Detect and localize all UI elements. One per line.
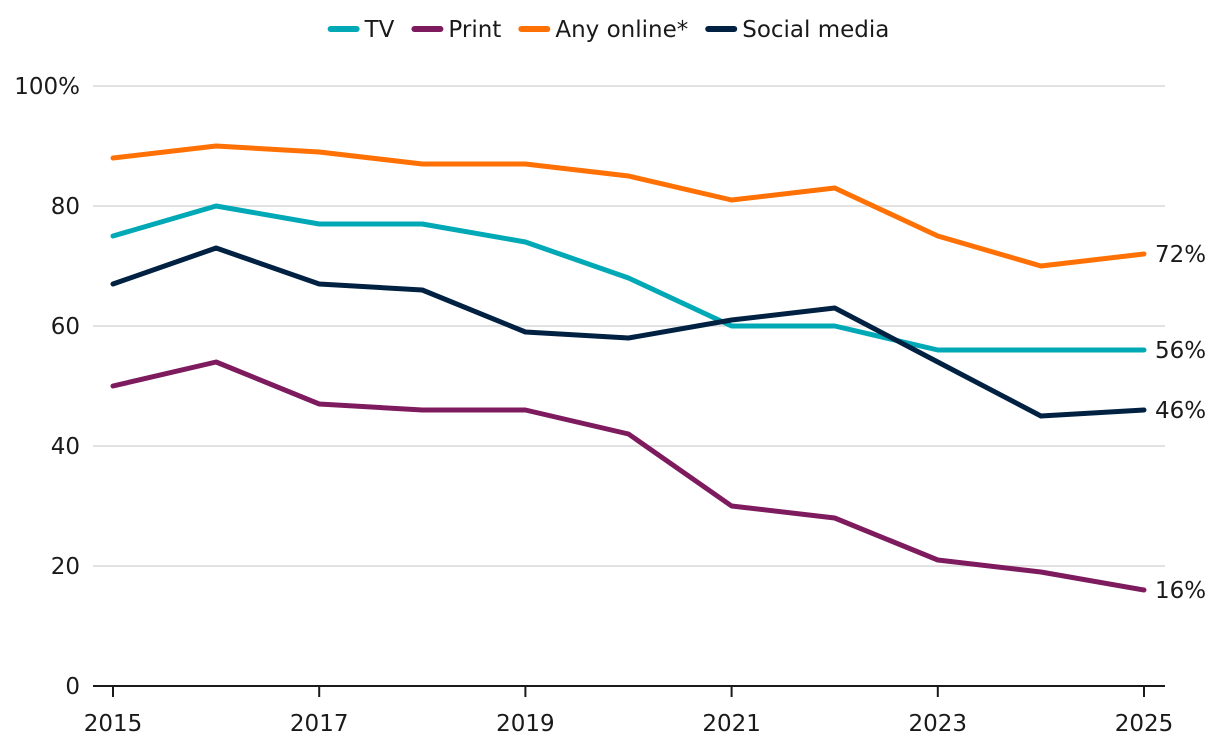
end-labels: 56% 16% 72% 46% (1155, 242, 1206, 604)
x-tick-label: 2015 (84, 711, 143, 737)
x-tick-label: 2025 (1115, 711, 1174, 737)
y-tick-label: 40 (51, 434, 80, 460)
legend-item: Any online* (518, 17, 688, 43)
end-label: 46% (1155, 398, 1206, 424)
y-tick-label: 80 (51, 194, 80, 220)
legend-label: Social media (742, 17, 889, 43)
end-label: 56% (1155, 338, 1206, 364)
y-axis: 0 20 40 60 80 100% (14, 74, 80, 700)
y-tick-label: 0 (65, 674, 80, 700)
x-tick-label: 2021 (702, 711, 761, 737)
series-line-social-media (110, 245, 1147, 419)
y-tick-label: 60 (51, 314, 80, 340)
legend: TV Print Any online* Social media (327, 17, 889, 43)
x-tick-label: 2023 (909, 711, 968, 737)
series-line-print (110, 359, 1147, 593)
legend-label: Print (448, 17, 501, 43)
end-label: 72% (1155, 242, 1206, 268)
gridlines (93, 85, 1165, 567)
legend-item: Print (411, 17, 501, 43)
y-tick-label: 20 (51, 554, 80, 580)
x-axis: 2015 2017 2019 2021 2023 2025 (84, 685, 1174, 737)
end-label: 16% (1155, 578, 1206, 604)
series-layer (110, 143, 1147, 593)
x-tick-label: 2019 (496, 711, 555, 737)
y-tick-label: 100% (14, 74, 80, 100)
legend-label: Any online* (555, 17, 688, 43)
legend-item: TV (327, 17, 395, 43)
legend-item: Social media (705, 17, 889, 43)
legend-label: TV (364, 17, 395, 43)
x-tick-label: 2017 (290, 711, 349, 737)
